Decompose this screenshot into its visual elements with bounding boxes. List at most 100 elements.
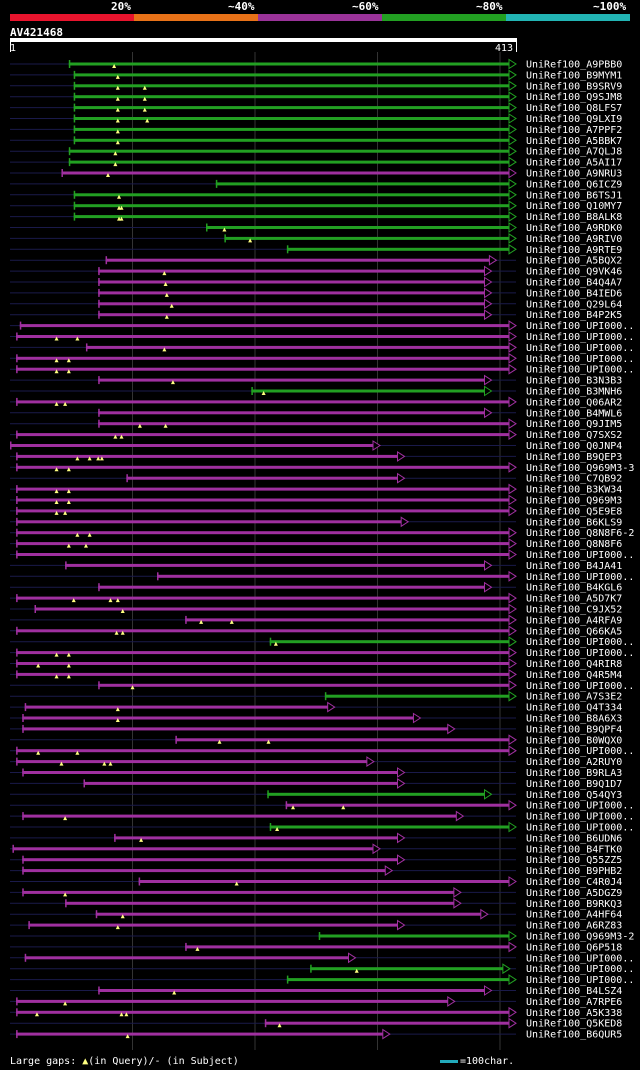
hit-row[interactable]: UniRef100_A7PPF2 [10, 123, 622, 136]
hit-row[interactable]: UniRef100_Q9LXI9 [10, 113, 622, 125]
legend-segment [10, 14, 134, 21]
hit-row[interactable]: UniRef100_Q4T334 [10, 701, 622, 714]
hit-row[interactable]: UniRef100_Q4RIR8 [10, 658, 622, 670]
hit-row[interactable]: UniRef100_UPI000.. [10, 810, 634, 823]
hit-row[interactable]: UniRef100_Q8N8F6 [10, 538, 622, 550]
hit-row[interactable]: UniRef100_Q10MY7 [10, 200, 622, 212]
hit-row[interactable]: UniRef100_B9RKQ3 [10, 897, 622, 910]
hit-arrow [483, 788, 493, 800]
hit-row[interactable]: UniRef100_A5K338 [10, 1006, 622, 1019]
hit-row[interactable]: UniRef100_UPI000.. [10, 363, 634, 376]
hit-row[interactable]: UniRef100_B4Q4A7 [10, 276, 622, 289]
hit-row[interactable]: UniRef100_UPI000.. [10, 320, 634, 332]
hit-row[interactable]: UniRef100_B9QEP3 [10, 450, 622, 463]
hit-row[interactable]: UniRef100_Q7SXS2 [10, 429, 622, 441]
hit-row[interactable]: UniRef100_Q8N8F6-2 [10, 527, 634, 539]
hit-row[interactable]: UniRef100_C4R0J4 [10, 876, 622, 888]
hit-row[interactable]: UniRef100_A9RTE9 [10, 243, 622, 256]
hit-row[interactable]: UniRef100_C7QB92 [10, 472, 622, 485]
gap-marker [75, 532, 80, 537]
hit-row[interactable]: UniRef100_B9QPF4 [10, 723, 622, 735]
hit-row[interactable]: UniRef100_B4FTK0 [10, 843, 622, 855]
hit-row[interactable]: UniRef100_Q0JNP4 [10, 440, 622, 452]
hit-row[interactable]: UniRef100_B4LSZ4 [10, 985, 622, 997]
hit-row[interactable]: UniRef100_Q54QY3 [10, 788, 622, 801]
hit-row[interactable]: UniRef100_A5BQX2 [10, 254, 622, 267]
hit-row[interactable]: UniRef100_Q9JIM5 [10, 418, 622, 430]
hit-start-tick [98, 288, 100, 297]
hit-row[interactable]: UniRef100_UPI000.. [10, 549, 634, 561]
hit-row[interactable]: UniRef100_UPI000.. [10, 636, 634, 648]
hit-row[interactable]: UniRef100_UPI000.. [10, 647, 634, 659]
hit-row[interactable]: UniRef100_A7QLJ8 [10, 145, 622, 158]
hit-row[interactable]: UniRef100_B9MYM1 [10, 69, 622, 81]
hit-row[interactable]: UniRef100_B4P2K5 [10, 309, 622, 321]
hit-row[interactable]: UniRef100_UPI000.. [10, 821, 634, 834]
hit-row[interactable]: UniRef100_Q8LFS7 [10, 102, 622, 114]
hit-row[interactable]: UniRef100_Q969M3 [10, 494, 622, 507]
hit-row[interactable]: UniRef100_A4RFA9 [10, 614, 622, 626]
hit-start-tick [98, 681, 100, 690]
hit-row[interactable]: UniRef100_A4HF64 [10, 908, 622, 921]
hit-row[interactable]: UniRef100_A5D7K7 [10, 592, 622, 605]
hit-row[interactable]: UniRef100_B4KGL6 [10, 581, 622, 594]
hit-row[interactable]: UniRef100_B8A6X3 [10, 712, 622, 725]
hit-row[interactable]: UniRef100_B6QUR5 [10, 1028, 622, 1041]
hit-row[interactable]: UniRef100_B3MNH6 [10, 385, 622, 398]
hit-row[interactable]: UniRef100_A9NRU3 [10, 167, 622, 180]
hit-row[interactable]: UniRef100_A5DGZ9 [10, 886, 622, 899]
hit-row[interactable]: UniRef100_Q969M3-3 [10, 461, 634, 474]
hit-row[interactable]: UniRef100_UPI000.. [10, 341, 634, 354]
hit-row[interactable]: UniRef100_UPI000.. [10, 963, 634, 975]
hit-row[interactable]: UniRef100_B6TSJ1 [10, 189, 622, 201]
hit-bar [68, 160, 510, 164]
hit-row[interactable]: UniRef100_B4IED6 [10, 287, 622, 299]
hit-row[interactable]: UniRef100_B9Q1D7 [10, 777, 622, 790]
hit-start-tick [22, 768, 24, 777]
hit-row[interactable]: UniRef100_Q5E9E8 [10, 505, 622, 517]
hit-row[interactable]: UniRef100_B4MWL6 [10, 407, 622, 419]
hit-row[interactable]: UniRef100_Q29L64 [10, 298, 622, 310]
hit-row[interactable]: UniRef100_B0WQX0 [10, 734, 622, 746]
hit-row[interactable]: UniRef100_B4JA41 [10, 559, 622, 572]
hit-row[interactable]: UniRef100_Q55ZZ5 [10, 854, 622, 866]
hit-row[interactable]: UniRef100_UPI000.. [10, 679, 634, 692]
hit-row[interactable]: UniRef100_B9PHB2 [10, 865, 622, 877]
hit-row[interactable]: UniRef100_UPI000.. [10, 745, 634, 757]
hit-row[interactable]: UniRef100_A5AI17 [10, 156, 622, 169]
hit-row[interactable]: UniRef100_A2RUY0 [10, 756, 622, 768]
hit-row[interactable]: UniRef100_B9RLA3 [10, 767, 622, 779]
hit-row[interactable]: UniRef100_UPI000.. [10, 570, 634, 583]
hit-row[interactable]: UniRef100_A9RDK0 [10, 222, 622, 234]
hit-row[interactable]: UniRef100_Q6P518 [10, 941, 622, 953]
hit-row[interactable]: UniRef100_A7RPE6 [10, 995, 622, 1008]
gap-marker [54, 369, 59, 374]
hit-row[interactable]: UniRef100_Q4R5M4 [10, 668, 622, 681]
hit-row[interactable]: UniRef100_B6UDN6 [10, 832, 622, 844]
hit-row[interactable]: UniRef100_Q66KA5 [10, 625, 622, 637]
hit-row[interactable]: UniRef100_B3KW34 [10, 483, 622, 496]
hit-row[interactable]: UniRef100_Q06AR2 [10, 396, 622, 408]
hit-row[interactable]: UniRef100_A6RZ83 [10, 919, 622, 932]
hit-row[interactable]: UniRef100_UPI000.. [10, 952, 634, 964]
hit-row[interactable]: UniRef100_Q9SJM8 [10, 91, 622, 103]
hit-row[interactable]: UniRef100_UPI000.. [10, 799, 634, 812]
hit-row[interactable]: UniRef100_UPI000.. [10, 352, 634, 365]
hit-row[interactable]: UniRef100_Q969M3-2 [10, 930, 634, 943]
hit-row[interactable]: UniRef100_UPI000.. [10, 331, 634, 343]
hit-row[interactable]: UniRef100_A7S3E2 [10, 690, 622, 703]
hit-row[interactable]: UniRef100_B9SRV9 [10, 80, 622, 92]
hit-bar [22, 814, 458, 818]
hit-row[interactable]: UniRef100_A9PBB0 [10, 58, 622, 71]
hit-row[interactable]: UniRef100_A5BBK7 [10, 134, 622, 147]
hit-arrow [508, 189, 517, 201]
hit-row[interactable]: UniRef100_UPI000.. [10, 974, 634, 986]
hit-row[interactable]: UniRef100_C9JX52 [10, 603, 622, 616]
hit-row[interactable]: UniRef100_B8ALK8 [10, 211, 622, 223]
hit-row[interactable]: UniRef100_A9RIV0 [10, 232, 622, 245]
hit-row[interactable]: UniRef100_Q9VK46 [10, 265, 622, 278]
hit-row[interactable]: UniRef100_B6KLS9 [10, 516, 622, 528]
hit-row[interactable]: UniRef100_Q5KED8 [10, 1017, 622, 1030]
hit-row[interactable]: UniRef100_B3N3B3 [10, 374, 622, 387]
hit-row[interactable]: UniRef100_Q6ICZ9 [10, 178, 622, 190]
